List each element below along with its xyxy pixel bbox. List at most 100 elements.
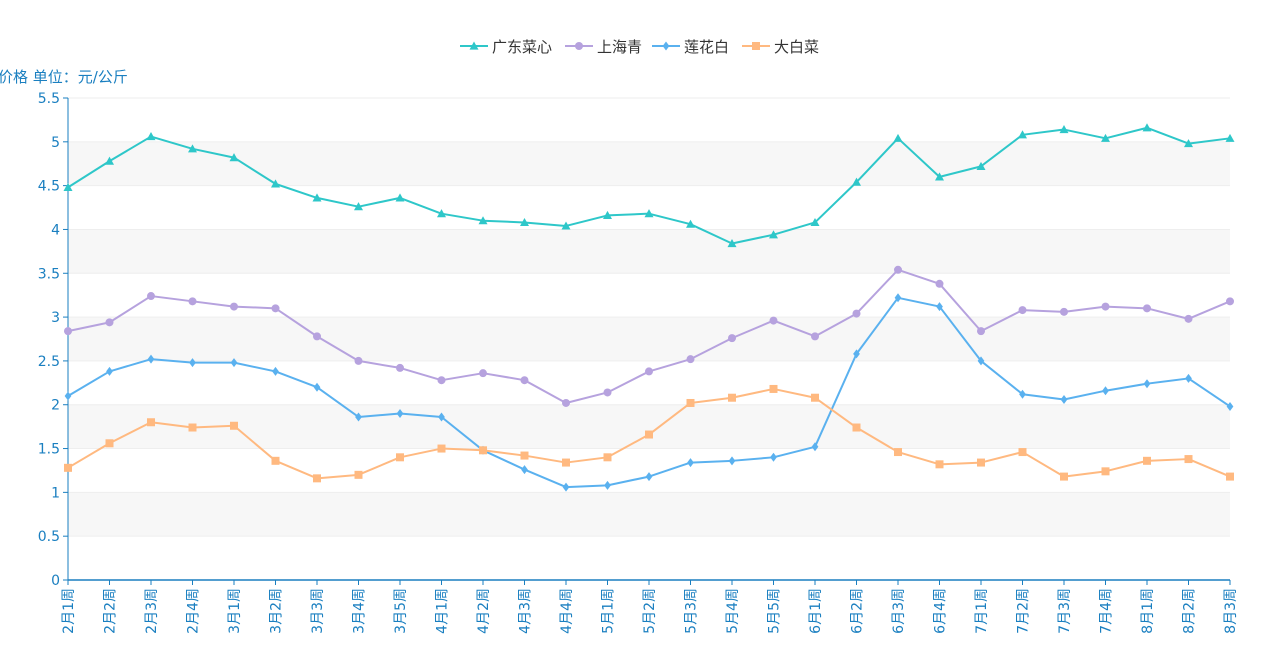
data-point[interactable] [272,366,279,376]
data-point[interactable] [354,470,363,479]
data-point[interactable] [728,393,736,402]
data-point[interactable] [686,355,695,364]
data-point[interactable] [1101,302,1110,311]
data-point[interactable] [894,448,902,457]
data-point[interactable] [354,202,363,211]
data-point[interactable] [354,356,363,365]
data-point[interactable] [1018,448,1027,457]
data-point[interactable] [479,369,487,378]
data-point[interactable] [811,393,819,402]
data-point[interactable] [645,472,653,482]
data-point[interactable] [271,304,280,313]
data-point[interactable] [395,193,405,202]
data-point[interactable] [313,474,321,483]
data-point[interactable] [852,423,861,432]
data-point[interactable] [769,384,778,393]
data-point[interactable] [935,172,944,181]
data-point[interactable] [728,456,736,466]
data-point[interactable] [437,209,446,218]
data-point[interactable] [562,482,570,492]
data-point[interactable] [1143,379,1151,389]
data-point[interactable] [686,398,695,407]
data-point[interactable] [935,460,944,469]
data-point[interactable] [520,451,529,460]
data-point[interactable] [189,358,196,368]
data-point[interactable] [147,418,155,427]
data-point[interactable] [686,219,695,228]
data-point[interactable] [561,221,571,230]
legend-item[interactable]: 上海青 [565,38,642,56]
data-point[interactable] [853,349,860,359]
data-point[interactable] [1019,389,1026,399]
data-point[interactable] [313,382,321,392]
legend-item[interactable]: 大白菜 [742,38,819,56]
legend-item[interactable]: 莲花白 [652,38,729,56]
data-point[interactable] [520,376,529,385]
data-point[interactable] [64,391,72,401]
data-point[interactable] [1018,306,1027,315]
data-point[interactable] [105,439,114,448]
data-point[interactable] [396,408,404,418]
data-point[interactable] [437,376,446,385]
data-point[interactable] [811,332,819,341]
legend[interactable]: 广东菜心 上海青 莲花白 大白菜 [460,38,819,56]
data-point[interactable] [811,442,819,452]
data-point[interactable] [1226,401,1234,411]
data-point[interactable] [188,297,197,306]
data-point[interactable] [396,363,404,372]
data-point[interactable] [977,458,985,467]
data-point[interactable] [396,453,404,462]
data-point[interactable] [1101,133,1110,142]
data-point[interactable] [478,216,488,225]
data-point[interactable] [147,354,155,364]
data-point[interactable] [894,293,902,303]
data-point[interactable] [520,217,529,227]
data-point[interactable] [312,193,322,202]
data-point[interactable] [604,480,611,490]
data-point[interactable] [230,421,238,430]
data-point[interactable] [562,458,570,467]
data-point[interactable] [687,458,694,468]
data-point[interactable] [810,217,820,227]
data-point[interactable] [479,446,487,455]
data-point[interactable] [1101,467,1110,476]
data-point[interactable] [229,153,239,162]
data-point[interactable] [644,209,654,218]
data-point[interactable] [645,430,653,439]
data-point[interactable] [1226,472,1234,481]
data-point[interactable] [438,412,445,422]
data-point[interactable] [105,156,114,165]
data-point[interactable] [1060,472,1068,481]
data-point[interactable] [645,367,653,376]
data-point[interactable] [770,452,777,462]
data-point[interactable] [1143,456,1151,465]
data-point[interactable] [1102,386,1109,396]
data-point[interactable] [355,412,362,422]
data-point[interactable] [893,133,903,142]
data-point[interactable] [976,161,986,170]
data-point[interactable] [977,356,985,366]
data-point[interactable] [1142,123,1152,132]
data-point[interactable] [313,332,321,341]
data-point[interactable] [271,179,280,188]
data-point[interactable] [936,302,943,312]
data-point[interactable] [1184,455,1193,464]
data-point[interactable] [894,265,902,274]
data-point[interactable] [188,423,197,432]
data-point[interactable] [1060,394,1068,404]
data-point[interactable] [603,388,612,397]
data-point[interactable] [769,316,778,325]
data-point[interactable] [935,279,944,288]
data-point[interactable] [230,302,238,311]
data-point[interactable] [603,210,612,220]
data-point[interactable] [1184,139,1193,148]
data-point[interactable] [230,358,238,368]
data-point[interactable] [105,318,114,327]
data-point[interactable] [1225,133,1235,142]
data-point[interactable] [603,453,612,462]
data-point[interactable] [1018,130,1027,139]
data-point[interactable] [64,463,72,472]
data-point[interactable] [727,238,737,248]
data-point[interactable] [147,292,155,301]
data-point[interactable] [1184,314,1193,323]
